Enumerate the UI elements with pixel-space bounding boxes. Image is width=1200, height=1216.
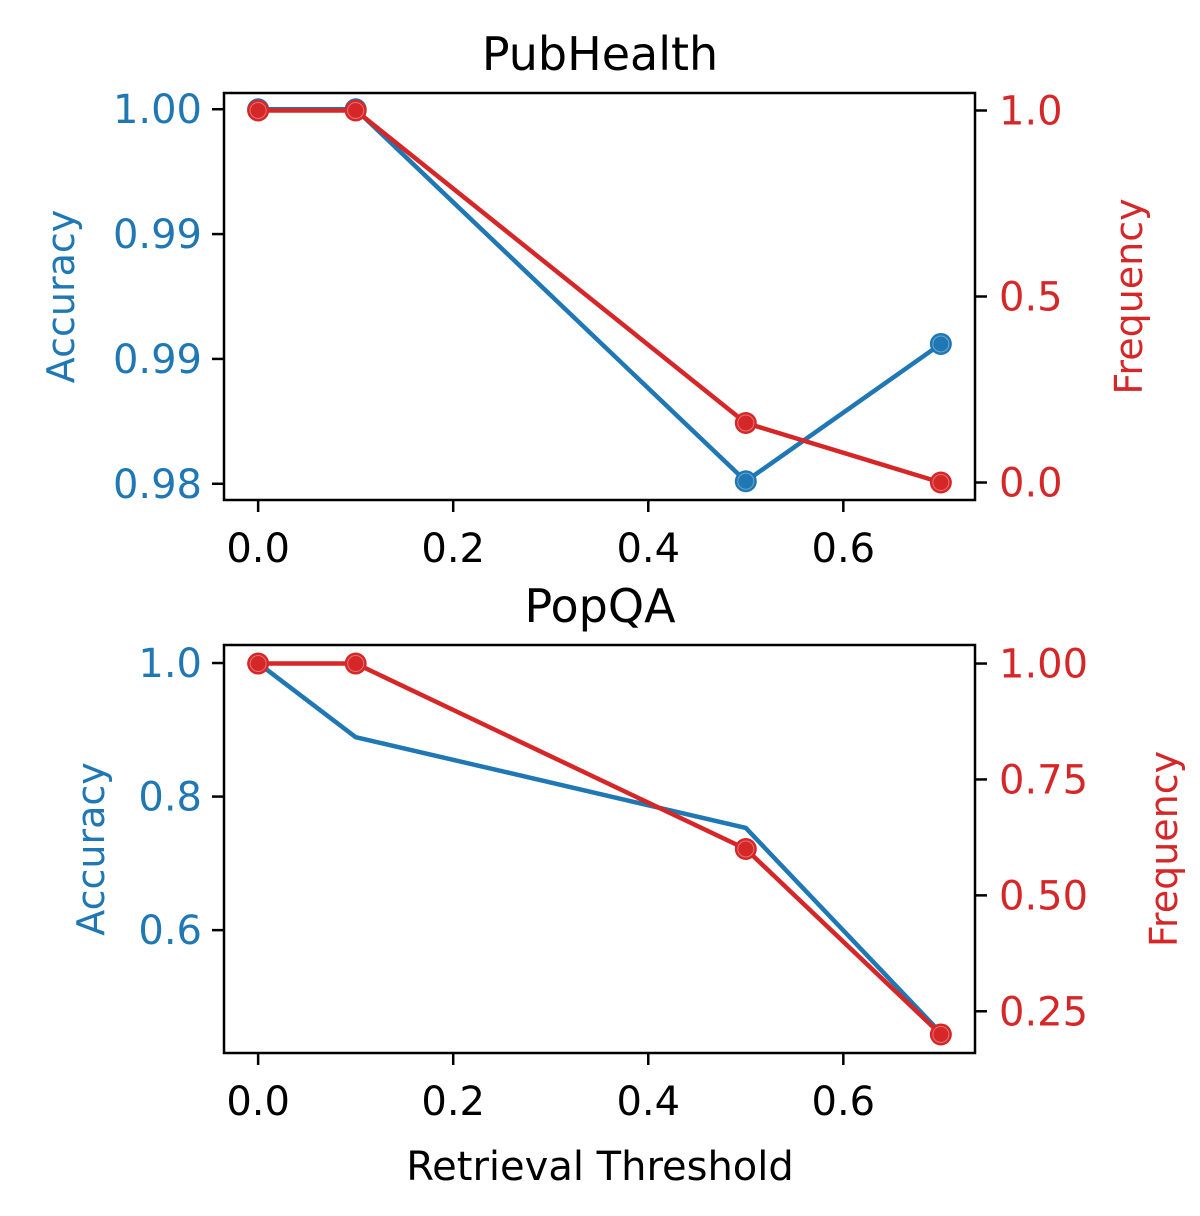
- marker-edge: [932, 1025, 950, 1043]
- marker-edge: [347, 655, 365, 673]
- marker-edge: [737, 414, 755, 432]
- x-tick-label: 0.0: [226, 526, 290, 572]
- right-y-tick-label: 1.0: [999, 88, 1063, 134]
- chart-pubhealth: PubHealth 0.0 0.2 0.4 0.6 1.000.990.990.98 …: [39, 27, 1151, 572]
- right-y-tick-label: 1.00: [999, 642, 1088, 688]
- frequency-line: [258, 108, 942, 485]
- left-y-tick-label: 0.8: [138, 775, 202, 821]
- marker-edge: [737, 840, 755, 858]
- left-y-axis: 1.0 0.8 0.6: [138, 641, 224, 954]
- left-y-tick-label: 1.00: [113, 87, 202, 133]
- chart-title: PopQA: [524, 579, 676, 633]
- frequency-point: [247, 99, 270, 122]
- accuracy-line: [256, 661, 943, 1035]
- axes-frame: [222, 91, 977, 502]
- series-frequency: [247, 652, 952, 1046]
- accuracy-point: [734, 470, 757, 493]
- x-axis: 0.0 0.2 0.4 0.6: [226, 1053, 875, 1125]
- frequency-point: [734, 838, 757, 860]
- marker-edge: [932, 474, 950, 492]
- marker-edge: [347, 101, 365, 119]
- left-y-tick-label: 0.6: [138, 908, 202, 954]
- plot-area: [247, 652, 952, 1046]
- frequency-line: [258, 661, 943, 1037]
- marker-edge: [249, 655, 267, 673]
- series-accuracy: [247, 98, 952, 493]
- left-axis-label: Accuracy: [69, 762, 113, 936]
- right-axis-label: Frequency: [1142, 751, 1186, 947]
- x-axis-label: Retrieval Threshold: [406, 1144, 794, 1190]
- left-y-tick-label: 0.99: [113, 212, 202, 258]
- right-y-tick-label: 0.75: [999, 757, 1088, 803]
- chart-title: PubHealth: [482, 27, 718, 81]
- x-tick-label: 0.0: [226, 1079, 290, 1125]
- frequency-point: [929, 471, 952, 494]
- x-tick-label: 0.4: [616, 1079, 680, 1125]
- right-axis-label: Frequency: [1107, 198, 1151, 394]
- chart-popqa: PopQA 0.0 0.2 0.4 0.6 1.0 0.8 0.6 1.00 0.75 0.5…: [69, 579, 1186, 1190]
- frequency-point: [929, 1023, 952, 1046]
- left-y-axis: 1.00 0.99 0.99 0.98: [113, 87, 224, 508]
- frequency-point: [344, 99, 367, 122]
- right-y-tick-label: 0.5: [999, 275, 1063, 321]
- x-tick-label: 0.4: [616, 526, 680, 572]
- frequency-point: [734, 411, 757, 434]
- frequency-point: [247, 652, 270, 675]
- left-y-tick-label: 0.99: [113, 337, 202, 383]
- axes-frame: [222, 643, 977, 1055]
- right-y-tick-label: 0.50: [999, 873, 1088, 919]
- right-y-axis: 1.00 0.75 0.50 0.25: [975, 642, 1088, 1035]
- right-y-axis: 1.0 0.5 0.0: [975, 88, 1063, 507]
- left-axis-label: Accuracy: [39, 210, 83, 384]
- right-y-tick-label: 0.25: [999, 989, 1088, 1035]
- x-tick-label: 0.2: [421, 1079, 485, 1125]
- marker-edge: [932, 335, 950, 353]
- x-tick-label: 0.6: [812, 1079, 876, 1125]
- left-y-tick-label: 0.98: [113, 462, 202, 508]
- marker-edge: [249, 101, 267, 119]
- marker-edge: [737, 472, 755, 490]
- plot-area: [247, 98, 952, 494]
- accuracy-point: [929, 332, 952, 355]
- x-axis: 0.0 0.2 0.4 0.6: [226, 500, 875, 572]
- accuracy-line: [258, 106, 943, 485]
- series-frequency: [247, 99, 952, 494]
- right-y-tick-label: 0.0: [999, 461, 1063, 507]
- x-tick-label: 0.6: [812, 526, 876, 572]
- frequency-point: [344, 652, 367, 675]
- left-y-tick-label: 1.0: [138, 641, 202, 687]
- x-tick-label: 0.2: [421, 526, 485, 572]
- series-accuracy: [256, 661, 943, 1035]
